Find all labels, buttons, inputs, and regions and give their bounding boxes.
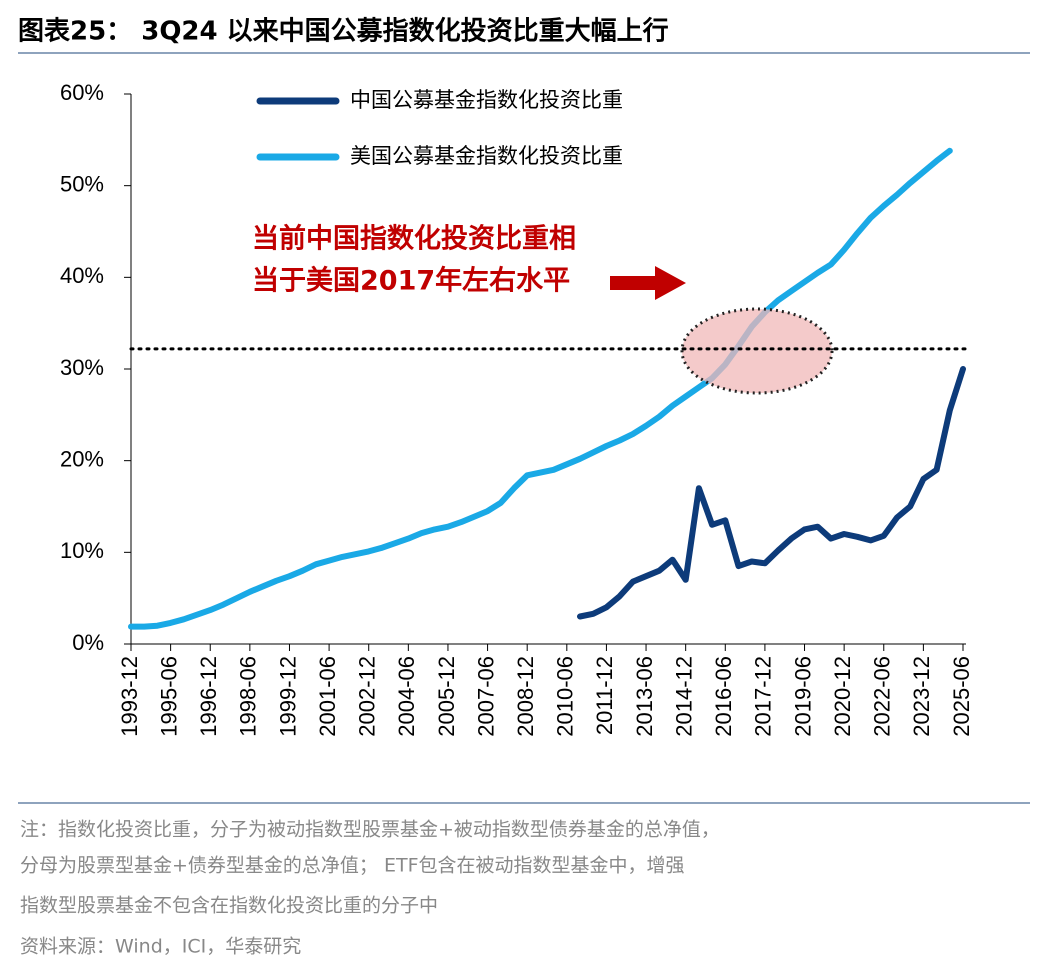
chart-title: 图表25： 3Q24 以来中国公募指数化投资比重大幅上行 bbox=[18, 16, 669, 47]
x-tick-label: 1995-06 bbox=[156, 656, 181, 737]
y-tick-label: 20% bbox=[60, 446, 104, 471]
y-tick-label: 10% bbox=[60, 538, 104, 563]
x-tick-label: 2014-12 bbox=[671, 656, 696, 737]
x-tick-label: 2010-06 bbox=[553, 656, 578, 737]
legend-label: 美国公募基金指数化投资比重 bbox=[350, 144, 623, 168]
note-line: 分母为股票型基金+债券型基金的总净值； ETF包含在被动指数型基金中，增强 bbox=[20, 855, 685, 877]
x-tick-label: 1993-12 bbox=[117, 656, 142, 737]
y-tick-label: 40% bbox=[60, 263, 104, 288]
x-tick-label: 2025-06 bbox=[949, 656, 974, 737]
x-tick-label: 2019-06 bbox=[790, 656, 815, 737]
x-tick-label: 2023-12 bbox=[909, 656, 934, 737]
note-line: 指数型股票基金不包含在指数化投资比重的分子中 bbox=[20, 895, 438, 917]
x-tick-label: 2013-06 bbox=[632, 656, 657, 737]
highlight-ellipse bbox=[680, 307, 834, 395]
x-tick-label: 1998-06 bbox=[236, 656, 261, 737]
x-tick-label: 2001-06 bbox=[315, 656, 340, 737]
x-tick-label: 2017-12 bbox=[751, 656, 776, 737]
x-tick-label: 1996-12 bbox=[196, 656, 221, 737]
y-tick-label: 60% bbox=[60, 80, 104, 105]
series-line bbox=[128, 147, 953, 630]
x-tick-label: 2002-12 bbox=[355, 656, 380, 737]
source: 资料来源：Wind，ICI，华泰研究 bbox=[20, 936, 301, 958]
x-tick-label: 1999-12 bbox=[275, 656, 300, 737]
x-tick-label: 2005-12 bbox=[434, 656, 459, 737]
x-tick-label: 2016-06 bbox=[711, 656, 736, 737]
y-tick-label: 30% bbox=[60, 355, 104, 380]
legend-label: 中国公募基金指数化投资比重 bbox=[350, 88, 623, 112]
x-tick-label: 2007-06 bbox=[473, 656, 498, 737]
x-tick-label: 2004-06 bbox=[394, 656, 419, 737]
x-tick-label: 2020-12 bbox=[830, 656, 855, 737]
arrow bbox=[610, 266, 686, 300]
annotation: 当于美国2017年左右水平 bbox=[252, 265, 570, 297]
x-tick-label: 2011-12 bbox=[592, 656, 617, 735]
note-line: 注：指数化投资比重，分子为被动指数型股票基金+被动指数型债券基金的总净值， bbox=[20, 819, 720, 841]
series-line bbox=[577, 366, 966, 620]
y-tick-label: 0% bbox=[72, 630, 104, 655]
x-tick-label: 2008-12 bbox=[513, 656, 538, 737]
annotation: 当前中国指数化投资比重相 bbox=[252, 223, 576, 255]
x-tick-label: 2022-06 bbox=[870, 656, 895, 737]
y-tick-label: 50% bbox=[60, 171, 104, 196]
